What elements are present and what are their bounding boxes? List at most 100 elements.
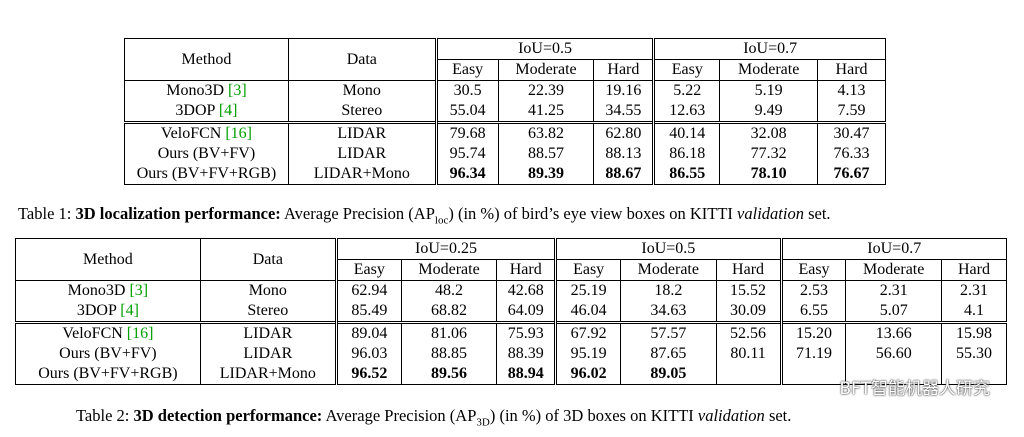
value-cell: 32.08 <box>719 121 819 144</box>
citation-link[interactable]: [3] <box>129 282 149 299</box>
data-header: Data <box>288 38 437 81</box>
iou-header: IoU=0.7 <box>779 238 1008 260</box>
value-cell: 78.10 <box>719 164 819 185</box>
data-cell: LIDAR <box>288 144 437 164</box>
method-cell: VeloFCN [16] <box>15 321 201 344</box>
value-cell: 4.1 <box>941 301 1008 323</box>
value-cell: 2.31 <box>845 280 942 301</box>
data-cell: Mono <box>200 280 337 301</box>
value-cell: 34.63 <box>620 301 717 323</box>
data-cell: LIDAR <box>288 121 437 144</box>
value-cell: 2.53 <box>779 280 847 301</box>
method-cell: Ours (BV+FV) <box>15 344 201 364</box>
value-cell: 41.25 <box>498 101 595 123</box>
value-cell <box>716 364 782 385</box>
value-cell: 46.04 <box>554 301 622 323</box>
value-cell: 62.94 <box>334 280 402 301</box>
value-cell: 4.13 <box>817 80 886 101</box>
value-cell: 56.60 <box>845 344 942 364</box>
value-cell <box>845 364 942 385</box>
data-header: Data <box>200 238 337 281</box>
iou-header: IoU=0.5 <box>434 38 655 60</box>
method-header: Method <box>124 38 289 81</box>
caption-title: 3D localization performance: <box>75 204 281 223</box>
value-cell: 88.13 <box>593 144 655 164</box>
data-cell: LIDAR+Mono <box>288 164 437 185</box>
value-cell: 7.59 <box>817 101 886 123</box>
easy-header: Easy <box>554 259 622 281</box>
value-cell: 85.49 <box>334 301 402 323</box>
caption-label: Table 1: <box>18 204 76 223</box>
value-cell: 95.74 <box>434 144 499 164</box>
value-cell: 57.57 <box>620 321 717 344</box>
hard-header: Hard <box>716 259 782 281</box>
table-2-body: Mono3D [3] Mono 62.94 48.2 42.68 25.19 18.2 15.… <box>15 280 1008 385</box>
value-cell: 88.57 <box>498 144 595 164</box>
value-cell <box>941 364 1008 385</box>
value-cell: 88.94 <box>496 364 557 385</box>
value-cell: 87.65 <box>620 344 717 364</box>
data-cell: LIDAR <box>200 321 337 344</box>
method-cell: VeloFCN [16] <box>124 121 289 144</box>
method-header: Method <box>15 238 201 281</box>
method-cell: Mono3D [3] <box>124 80 289 101</box>
method-cell: Mono3D [3] <box>15 280 201 301</box>
moderate-header: Moderate <box>401 259 498 281</box>
value-cell: 89.56 <box>401 364 498 385</box>
citation-link[interactable]: [16] <box>225 125 252 142</box>
value-cell: 34.55 <box>593 101 655 123</box>
value-cell: 63.82 <box>498 121 595 144</box>
value-cell: 76.67 <box>817 164 886 185</box>
iou-header: IoU=0.25 <box>334 238 557 260</box>
value-cell: 48.2 <box>401 280 498 301</box>
hard-header: Hard <box>593 59 655 81</box>
method-cell: Ours (BV+FV+RGB) <box>124 164 289 185</box>
value-cell: 86.18 <box>652 144 721 164</box>
value-cell: 96.02 <box>554 364 622 385</box>
value-cell: 89.39 <box>498 164 595 185</box>
value-cell: 55.30 <box>941 344 1008 364</box>
value-cell: 88.85 <box>401 344 498 364</box>
value-cell: 15.52 <box>716 280 782 301</box>
watermark: BFT智能机器人研究 <box>839 379 990 399</box>
moderate-header: Moderate <box>845 259 942 281</box>
value-cell: 81.06 <box>401 321 498 344</box>
value-cell: 30.5 <box>434 80 499 101</box>
value-cell: 76.33 <box>817 144 886 164</box>
value-cell: 96.03 <box>334 344 402 364</box>
easy-header: Easy <box>652 59 721 81</box>
value-cell: 2.31 <box>941 280 1008 301</box>
method-cell: 3DOP [4] <box>124 101 289 123</box>
caption-label: Table 2: <box>76 406 134 425</box>
value-cell: 12.63 <box>652 101 721 123</box>
citation-link[interactable]: [4] <box>120 302 139 319</box>
value-cell: 89.04 <box>334 321 402 344</box>
hard-header: Hard <box>817 59 886 81</box>
value-cell: 22.39 <box>498 80 595 101</box>
table-row: Ours (BV+FV) LIDAR 96.03 88.85 88.39 95.19 87.… <box>15 344 1008 364</box>
data-cell: Mono <box>288 80 437 101</box>
hard-header: Hard <box>941 259 1008 281</box>
value-cell: 64.09 <box>496 301 557 323</box>
citation-link[interactable]: [3] <box>228 82 247 99</box>
table-row: Ours (BV+FV) LIDAR 95.74 88.57 88.13 86.18 77.… <box>124 144 886 164</box>
table-row: 3DOP [4] Stereo 85.49 68.82 64.09 46.04 34.63 3… <box>15 301 1008 323</box>
value-cell: 71.19 <box>779 344 847 364</box>
value-cell: 89.05 <box>620 364 717 385</box>
table-row: VeloFCN [16] LIDAR 79.68 63.82 62.80 40.14 32.… <box>124 121 886 144</box>
table-row: 3DOP [4] Stereo 55.04 41.25 34.55 12.63 9.49 7.… <box>124 101 886 123</box>
value-cell: 15.98 <box>941 321 1008 344</box>
citation-link[interactable]: [4] <box>218 102 238 119</box>
value-cell: 6.55 <box>779 301 847 323</box>
value-cell: 67.92 <box>554 321 622 344</box>
value-cell: 75.93 <box>496 321 557 344</box>
citation-link[interactable]: [16] <box>126 325 154 342</box>
hard-header: Hard <box>496 259 557 281</box>
method-cell: 3DOP [4] <box>15 301 201 323</box>
value-cell: 18.2 <box>620 280 717 301</box>
value-cell: 62.80 <box>593 121 655 144</box>
value-cell: 86.55 <box>652 164 721 185</box>
table-row: Ours (BV+FV+RGB) LIDAR+Mono 96.34 89.39 88.6… <box>124 164 886 185</box>
value-cell <box>779 364 847 385</box>
value-cell: 42.68 <box>496 280 557 301</box>
